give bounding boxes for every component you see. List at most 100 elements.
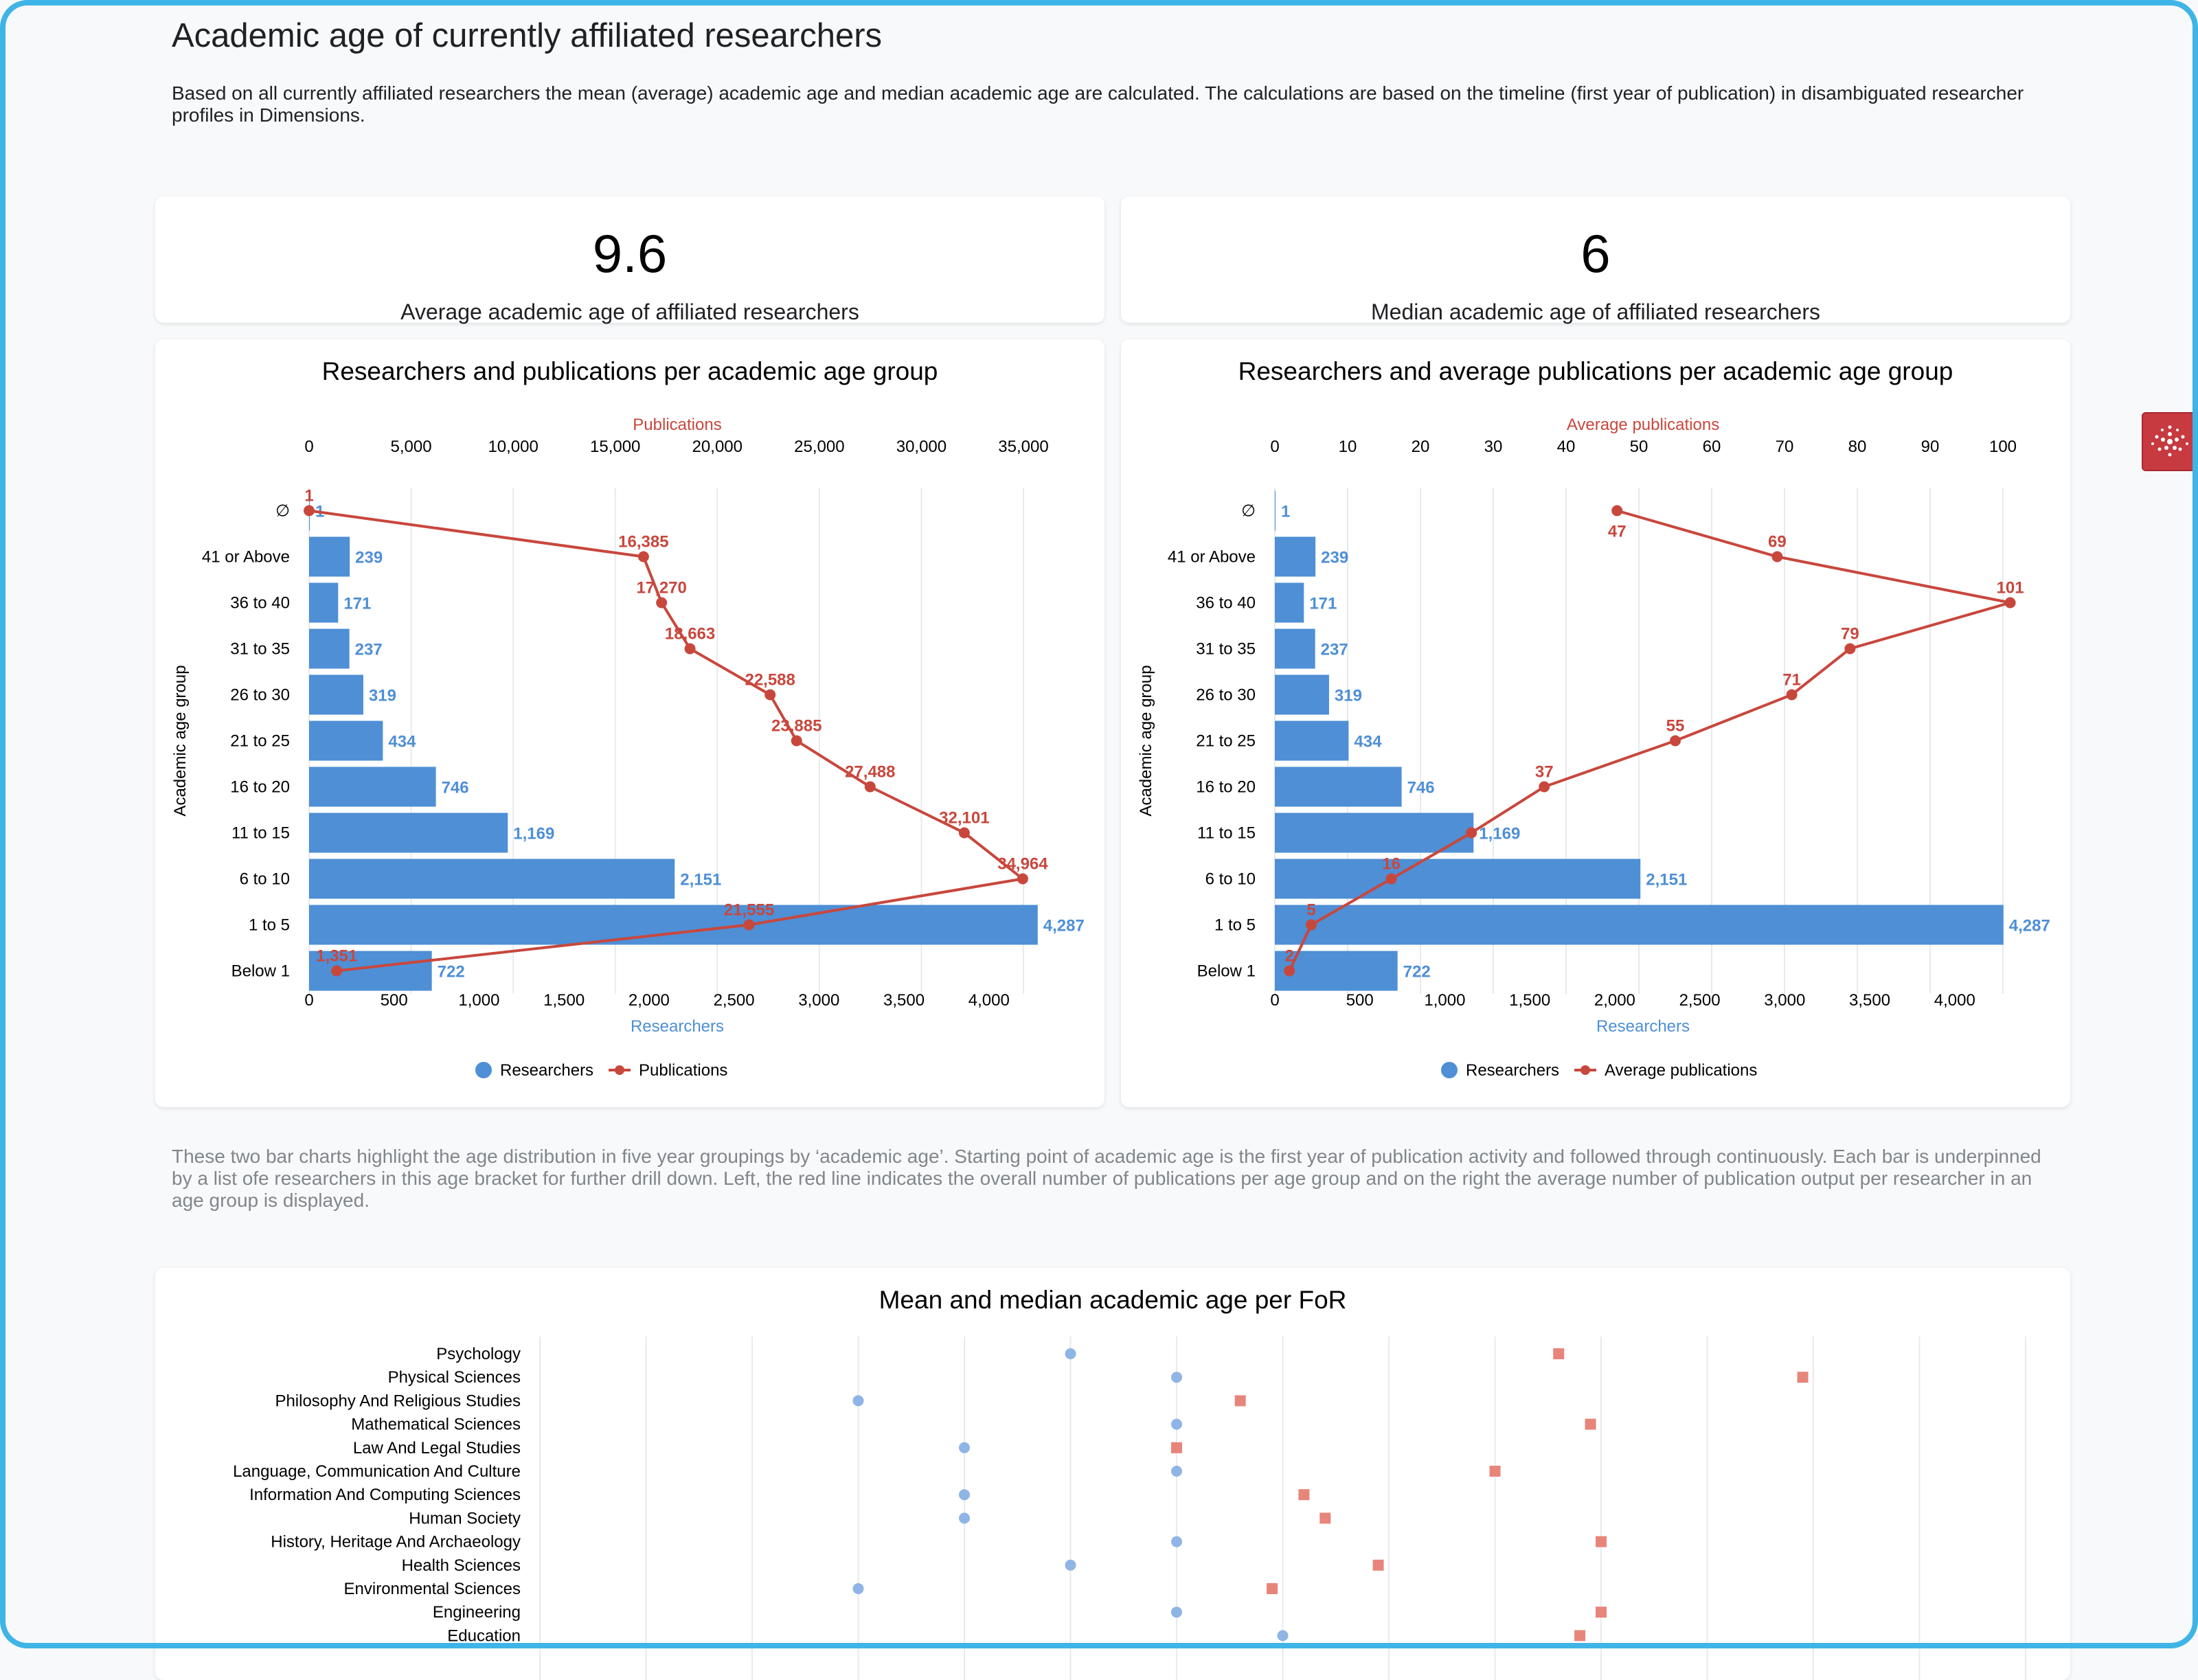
publications-point-label: 101 — [1997, 579, 2024, 598]
publications-point — [684, 643, 696, 655]
for-category-label: Law And Legal Studies — [353, 1439, 521, 1457]
category-label: 21 to 25 — [230, 732, 290, 751]
bottom-axis-tick-label: 3,000 — [1764, 991, 1805, 1010]
for-category-label: Philosophy And Religious Studies — [275, 1392, 521, 1410]
bottom-axis-tick-label: 1,000 — [458, 991, 499, 1010]
publications-point-label: 27,488 — [845, 763, 895, 782]
category-label: 31 to 35 — [1196, 640, 1256, 659]
square-marker — [1596, 1607, 1607, 1618]
researchers-bar-label: 319 — [1335, 687, 1362, 705]
square-marker — [1585, 1418, 1596, 1430]
researchers-publications-chart[interactable]: 0 5,000 10,000 15,000 20,000 25,000 30,000 35,0… — [155, 339, 1104, 1107]
bottom-axis-tick-label: 2,000 — [1594, 991, 1635, 1010]
for-category-label: Information And Computing Sciences — [249, 1486, 521, 1504]
category-label: 1 to 5 — [1214, 916, 1256, 935]
bottom-axis-tick-label: 500 — [1346, 991, 1374, 1010]
researchers-bar — [1275, 674, 1329, 715]
researchers-bar — [1275, 628, 1315, 669]
top-axis-tick-label: 70 — [1776, 438, 1794, 456]
category-label: 41 or Above — [202, 548, 290, 567]
charts-caption: These two bar charts highlight the age d… — [172, 1146, 2041, 1211]
top-axis-tick-label: 35,000 — [998, 438, 1048, 456]
category-label: 26 to 30 — [1196, 686, 1256, 705]
publications-point — [1611, 505, 1623, 517]
bottom-axis-tick-label: 1,500 — [1509, 991, 1550, 1010]
bottom-axis-tick-label: 2,000 — [628, 991, 670, 1010]
researchers-bar — [309, 720, 383, 761]
publications-point-label: 23,885 — [771, 717, 822, 736]
bottom-axis-tick-label: 3,500 — [1849, 991, 1890, 1010]
publications-point — [1771, 551, 1783, 563]
publications-point — [791, 735, 802, 747]
square-marker — [1267, 1583, 1278, 1594]
square-marker — [1298, 1489, 1310, 1501]
circle-marker — [1171, 1466, 1182, 1477]
category-label: 16 to 20 — [1196, 778, 1256, 797]
publications-point-label: 16,385 — [618, 533, 668, 552]
bottom-axis-tick-label: 500 — [381, 991, 408, 1010]
researchers-bar-label: 319 — [369, 687, 396, 705]
square-marker — [1574, 1630, 1586, 1642]
top-axis-tick-label: 30,000 — [896, 438, 947, 456]
chart-title: Mean and median academic age per FoR — [879, 1286, 1347, 1314]
top-axis-tick-label: 20 — [1412, 438, 1430, 456]
category-label: 16 to 20 — [230, 778, 290, 797]
category-label: 31 to 35 — [230, 640, 290, 659]
category-label: Below 1 — [1197, 962, 1256, 981]
publications-point — [1466, 827, 1477, 839]
top-axis-tick-label: 5,000 — [391, 438, 432, 456]
researchers-bar-label: 434 — [1354, 733, 1382, 751]
for-category-label: History, Heritage And Archaeology — [271, 1533, 521, 1552]
publications-point-label: 55 — [1666, 717, 1685, 736]
researchers-bar-label: 2,151 — [1646, 871, 1687, 889]
for-category-label: Human Society — [409, 1509, 521, 1528]
category-label: 11 to 15 — [1197, 824, 1256, 843]
top-axis-tick-label: 100 — [1989, 438, 2017, 456]
publications-point — [637, 551, 649, 563]
category-label: 36 to 40 — [1196, 594, 1256, 613]
publications-point-label: 79 — [1841, 625, 1859, 644]
mean-median-for-chart[interactable]: Psychology Physical Sciences Philosophy An… — [155, 1268, 2070, 1680]
circle-marker — [1277, 1630, 1289, 1642]
circle-marker — [1065, 1348, 1076, 1359]
category-label: 6 to 10 — [240, 870, 290, 889]
legend-researchers-icon — [475, 1062, 492, 1078]
circle-marker — [1171, 1536, 1182, 1547]
researchers-bar — [309, 536, 350, 577]
for-category-label: Psychology — [436, 1345, 521, 1363]
researchers-avg-publications-chart-card: Researchers and average publications per… — [1121, 339, 2070, 1107]
researchers-bar-label: 1,169 — [1479, 825, 1520, 843]
circle-marker — [1171, 1607, 1182, 1618]
publications-point — [1306, 919, 1317, 931]
top-axis-tick-label: 90 — [1921, 438, 1940, 456]
dimensions-widget-button[interactable] — [2142, 412, 2198, 471]
top-axis-tick-label: 40 — [1557, 438, 1576, 456]
top-axis-tick-label: 20,000 — [692, 438, 743, 456]
researchers-bar — [309, 628, 350, 669]
square-marker — [1372, 1559, 1384, 1571]
category-label: 21 to 25 — [1196, 732, 1256, 751]
median-age-label: Median academic age of affiliated resear… — [1371, 299, 1820, 324]
square-marker — [1596, 1536, 1607, 1547]
square-marker — [1234, 1395, 1246, 1407]
publications-point — [656, 597, 668, 609]
dimensions-logo-icon — [2151, 425, 2188, 457]
circle-marker — [1171, 1372, 1182, 1383]
for-category-label: Physical Sciences — [388, 1368, 521, 1387]
circle-marker — [1171, 1418, 1182, 1430]
category-label: 36 to 40 — [230, 594, 290, 613]
publications-point-label: 1,351 — [316, 947, 357, 966]
top-axis-label: Publications — [633, 416, 721, 434]
researchers-bar-label: 239 — [355, 549, 383, 567]
legend-researchers-label: Researchers — [1466, 1061, 1559, 1080]
top-axis-label: Average publications — [1567, 416, 1719, 434]
page-title: Academic age of currently affiliated res… — [172, 17, 883, 54]
researchers-bar — [1275, 720, 1349, 761]
researchers-bar-label: 1 — [1281, 503, 1290, 521]
category-label: 6 to 10 — [1205, 870, 1256, 889]
y-axis-label: Academic age group — [171, 665, 190, 816]
publications-point — [331, 965, 343, 977]
researchers-bar-label: 4,287 — [2009, 917, 2050, 935]
square-marker — [1171, 1442, 1182, 1453]
